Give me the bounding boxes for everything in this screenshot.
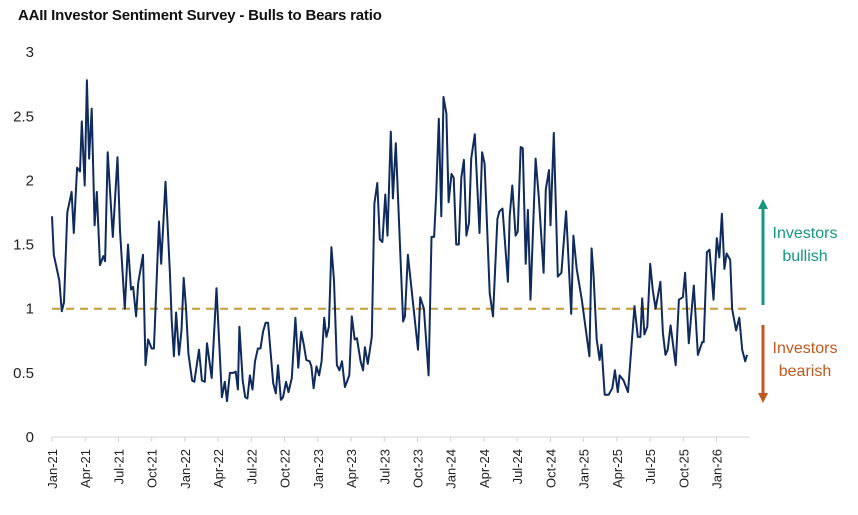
x-tick-label: Oct-23 bbox=[410, 449, 425, 488]
arrow-down-icon bbox=[758, 393, 768, 403]
annotations: Investors bullish Investors bearish bbox=[758, 199, 837, 403]
y-tick-label: 0 bbox=[26, 429, 34, 446]
x-tick-label: Oct-21 bbox=[145, 449, 160, 488]
x-tick-label: Jan-21 bbox=[45, 449, 60, 489]
bullish-label: bullish bbox=[782, 248, 827, 265]
x-tick-label: Jul-25 bbox=[643, 449, 658, 484]
x-tick-label: Apr-23 bbox=[344, 449, 359, 488]
x-axis: Jan-21 Apr-21 Jul-21 Oct-21 Jan-22 Apr-22 Jul-… bbox=[45, 436, 750, 489]
x-tick-label: Jan-22 bbox=[178, 449, 193, 489]
x-tick-label: Jul-22 bbox=[244, 449, 259, 484]
y-tick-label: 1 bbox=[26, 301, 34, 318]
x-tick-label: Jul-24 bbox=[510, 449, 525, 484]
x-tick-label: Apr-22 bbox=[211, 449, 226, 488]
x-tick-label: Oct-24 bbox=[543, 449, 558, 488]
x-tick-label: Oct-22 bbox=[278, 449, 293, 488]
y-tick-label: 1.5 bbox=[13, 237, 34, 254]
x-tick-label: Jan-23 bbox=[311, 449, 326, 489]
x-tick-label: Jul-23 bbox=[377, 449, 392, 484]
x-tick-label: Jan-25 bbox=[577, 449, 592, 489]
x-tick-label: Jan-24 bbox=[444, 449, 459, 489]
x-tick-label: Oct-25 bbox=[676, 449, 691, 488]
series-bulls-bears-ratio bbox=[51, 79, 748, 403]
x-tick-label: Jan-26 bbox=[710, 449, 725, 489]
y-tick-label: 2 bbox=[26, 172, 34, 189]
y-axis: 0 0.5 1 1.5 2 2.5 3 bbox=[13, 44, 34, 446]
series-line bbox=[51, 79, 748, 403]
x-tick-label: Apr-24 bbox=[477, 449, 492, 488]
x-tick-label: Jul-21 bbox=[111, 449, 126, 484]
bearish-label: Investors bbox=[773, 340, 838, 357]
y-tick-label: 3 bbox=[26, 44, 34, 61]
chart-title: AAII Investor Sentiment Survey - Bulls t… bbox=[18, 7, 382, 24]
bearish-label: bearish bbox=[779, 363, 831, 380]
arrow-up-icon bbox=[758, 199, 768, 209]
x-tick-label: Apr-21 bbox=[78, 449, 93, 488]
y-tick-label: 2.5 bbox=[13, 108, 34, 125]
y-tick-label: 0.5 bbox=[13, 365, 34, 382]
x-tick-label: Apr-25 bbox=[610, 449, 625, 488]
bullish-label: Investors bbox=[773, 225, 838, 242]
